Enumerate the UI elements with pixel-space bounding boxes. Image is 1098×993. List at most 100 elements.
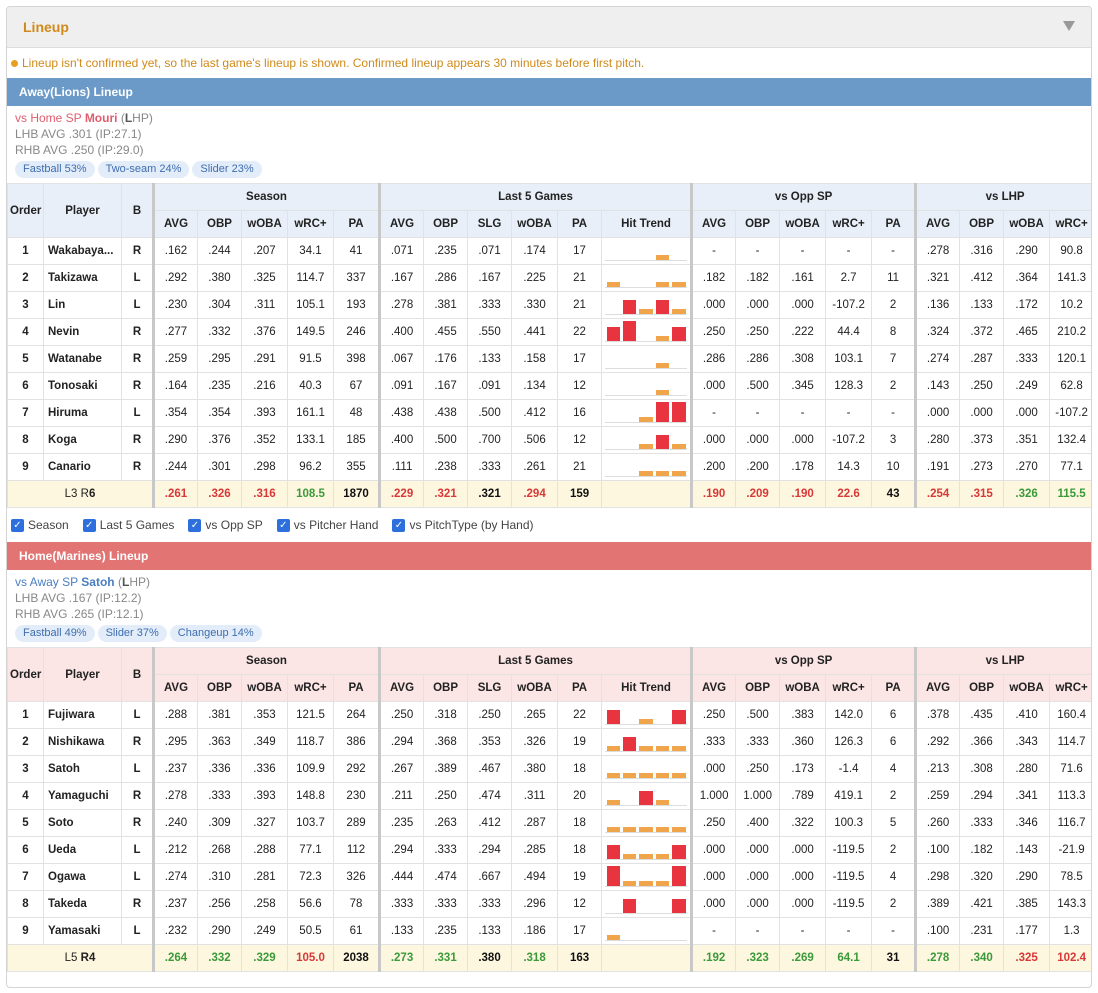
toggle-vs-pitcher-hand[interactable]: ✓ vs Pitcher Hand	[276, 518, 378, 532]
col-vsopp[interactable]: wOBA	[779, 674, 827, 702]
checkbox-checked-icon[interactable]: ✓	[11, 518, 24, 532]
col-vslhp[interactable]: wOBA	[1003, 674, 1051, 702]
col-last5[interactable]: PA	[557, 210, 603, 238]
player-name[interactable]: Nishikawa	[43, 728, 122, 756]
home-sp-info: vs Away SP Satoh (LHP) LHB AVG .167 (IP:1…	[7, 570, 1091, 622]
col-last5[interactable]: PA	[557, 674, 603, 702]
col-vslhp[interactable]: AVG	[914, 674, 961, 702]
player-name[interactable]: Takizawa	[43, 264, 122, 292]
hit-trend	[601, 728, 693, 756]
player-name[interactable]: Yamaguchi	[43, 782, 122, 810]
panel-header[interactable]: Lineup	[7, 7, 1091, 48]
col-vsopp[interactable]: AVG	[690, 674, 737, 702]
col-last5[interactable]: Hit Trend	[601, 210, 693, 238]
sp-name[interactable]: Mouri	[84, 111, 118, 125]
col-season[interactable]: wOBA	[241, 674, 288, 702]
trend-bar	[606, 773, 620, 778]
trend-bar	[639, 471, 653, 476]
panel-title: Lineup	[23, 19, 69, 35]
col-season[interactable]: wOBA	[241, 210, 288, 238]
toggle-last5[interactable]: ✓ Last 5 Games	[82, 518, 174, 532]
group-last5: Last 5 Games	[378, 183, 693, 211]
sp-name[interactable]: Satoh	[81, 575, 115, 589]
col-vsopp[interactable]: OBP	[735, 674, 781, 702]
toggle-vs-pitchtype[interactable]: ✓ vs PitchType (by Hand)	[392, 518, 534, 532]
col-vsopp[interactable]: wRC+	[825, 674, 873, 702]
col-vslhp[interactable]: wOBA	[1003, 210, 1051, 238]
player-name[interactable]: Ueda	[43, 836, 122, 864]
player-name[interactable]: Watanabe	[43, 345, 122, 373]
col-last5[interactable]: Hit Trend	[601, 674, 693, 702]
col-vslhp[interactable]: wRC+	[1049, 210, 1091, 238]
group-vs-opp-sp: vs Opp SP	[690, 183, 917, 211]
col-vslhp[interactable]: wRC+	[1049, 674, 1091, 702]
player-name[interactable]: Canario	[43, 453, 122, 481]
player-name[interactable]: Wakabaya...	[43, 237, 122, 265]
table-row: 9 Yamasaki L .232.290.249 50.5 61.133.235.133…	[7, 917, 1091, 945]
col-season[interactable]: OBP	[197, 674, 242, 702]
player-name[interactable]: Tonosaki	[43, 372, 122, 400]
col-vslhp[interactable]: OBP	[959, 674, 1005, 702]
col-vsopp[interactable]: PA	[871, 674, 917, 702]
trend-bar	[622, 737, 637, 751]
trend-bar	[639, 773, 653, 778]
trend-bar	[655, 800, 670, 805]
player-name[interactable]: Fujiwara	[43, 701, 122, 729]
col-vsopp[interactable]: OBP	[735, 210, 781, 238]
toggle-season[interactable]: ✓ Season	[11, 518, 69, 532]
hit-trend	[601, 809, 693, 837]
trend-bar	[622, 854, 637, 859]
checkbox-checked-icon[interactable]: ✓	[276, 518, 290, 532]
col-last5[interactable]: wOBA	[511, 210, 559, 238]
checkbox-checked-icon[interactable]: ✓	[392, 518, 406, 532]
trend-bar	[606, 866, 620, 886]
player-name[interactable]: Hiruma	[43, 399, 122, 427]
col-last5[interactable]: wOBA	[511, 674, 559, 702]
col-vsopp[interactable]: AVG	[690, 210, 737, 238]
away-lineup-table: Order Player B Season Last 5 Games vs Opp SP v…	[7, 183, 1091, 508]
col-vsopp[interactable]: wOBA	[779, 210, 827, 238]
player-name[interactable]: Lin	[43, 291, 122, 319]
lineup-panel: Lineup Lineup isn't confirmed yet, so th…	[6, 6, 1092, 988]
player-name[interactable]: Yamasaki	[43, 917, 122, 945]
checkbox-checked-icon[interactable]: ✓	[188, 518, 202, 532]
col-last5[interactable]: SLG	[467, 210, 513, 238]
player-name[interactable]: Satoh	[43, 755, 122, 783]
col-vslhp[interactable]: AVG	[914, 210, 961, 238]
col-season[interactable]: PA	[332, 674, 381, 702]
checkbox-checked-icon[interactable]: ✓	[82, 518, 96, 532]
trend-bar	[606, 935, 620, 940]
player-name[interactable]: Ogawa	[43, 863, 122, 891]
table-row: 2 Takizawa L .292.380.325 114.7 337.167.286.1…	[7, 264, 1091, 292]
col-vsopp[interactable]: wRC+	[825, 210, 873, 238]
player-name[interactable]: Soto	[43, 809, 122, 837]
col-last5[interactable]: AVG	[378, 210, 425, 238]
player-name[interactable]: Nevin	[43, 318, 122, 346]
toggle-vs-opp-sp[interactable]: ✓ vs Opp SP	[188, 518, 263, 532]
col-season[interactable]: AVG	[152, 674, 198, 702]
col-last5[interactable]: AVG	[378, 674, 425, 702]
pitch-pill: Two-seam 24%	[97, 161, 190, 178]
col-season[interactable]: wRC+	[287, 674, 334, 702]
hit-trend	[601, 890, 693, 918]
col-last5[interactable]: OBP	[423, 210, 469, 238]
table-row: 3 Satoh L .237.336.336 109.9 292.267.389.467.…	[7, 755, 1091, 783]
col-season[interactable]: AVG	[152, 210, 198, 238]
col-season[interactable]: wRC+	[287, 210, 334, 238]
trend-bar	[622, 300, 637, 314]
collapse-arrow-icon[interactable]	[1063, 21, 1075, 31]
trend-bar	[639, 854, 653, 859]
col-season[interactable]: OBP	[197, 210, 242, 238]
col-last5[interactable]: OBP	[423, 674, 469, 702]
player-name[interactable]: Takeda	[43, 890, 122, 918]
col-last5[interactable]: SLG	[467, 674, 513, 702]
sp-rhb-avg: RHB AVG .265 (IP:12.1)	[15, 607, 144, 621]
trend-bar	[622, 827, 637, 832]
trend-bar	[639, 827, 653, 832]
col-vsopp[interactable]: PA	[871, 210, 917, 238]
col-vslhp[interactable]: OBP	[959, 210, 1005, 238]
table-row: 7 Hiruma L .354.354.393 161.1 48.438.438.500.…	[7, 399, 1091, 427]
player-name[interactable]: Koga	[43, 426, 122, 454]
trend-bar	[672, 282, 686, 287]
col-season[interactable]: PA	[332, 210, 381, 238]
